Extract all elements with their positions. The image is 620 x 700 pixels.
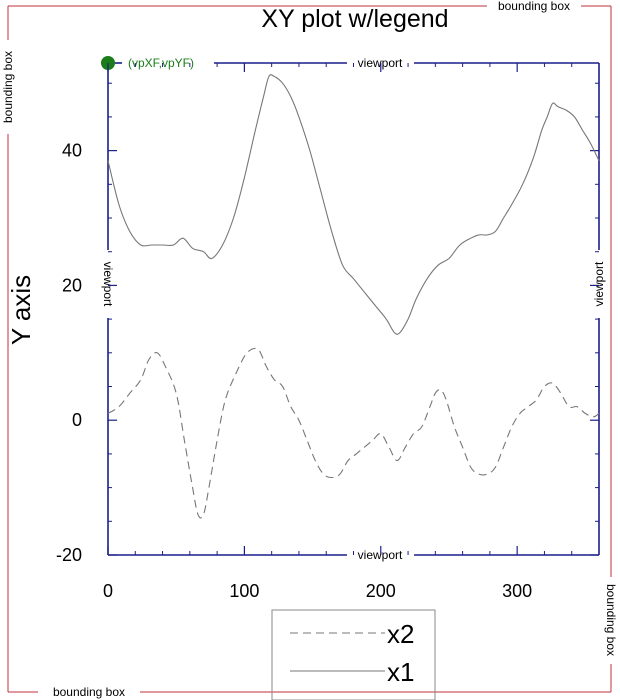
y-tick-label: -20	[56, 545, 82, 565]
bounding-box-label-right: bounding box	[604, 584, 618, 656]
viewport-corner-label: (vpXF,vpYF)	[128, 56, 194, 70]
x-tick-label: 0	[103, 581, 113, 601]
legend-box	[271, 609, 436, 700]
bounding-box-label-bottom: bounding box	[53, 685, 125, 699]
series-line-x1	[107, 74, 600, 335]
bounding-box-label-left: bounding box	[1, 51, 15, 123]
y-tick-label: 40	[62, 141, 82, 161]
viewport-frame	[107, 62, 600, 556]
x-tick-label: 200	[366, 581, 396, 601]
axis-ticks	[107, 63, 599, 556]
y-tick-label: 20	[62, 275, 82, 295]
legend-label-x1: x1	[387, 657, 414, 687]
bounding-box-label-top: bounding box	[498, 0, 570, 13]
axis-tick-labels: 0 100 200 300 -20 0 20 40	[56, 141, 532, 601]
y-axis-label: Y axis	[6, 275, 36, 345]
viewport-label-left: viewport	[101, 262, 115, 307]
viewport-label-right: viewport	[592, 261, 606, 306]
series-line-x2	[107, 347, 600, 519]
bounding-box-frame	[7, 5, 612, 693]
x-tick-label: 300	[502, 581, 532, 601]
chart-title: XY plot w/legend	[261, 5, 448, 33]
series-layer	[107, 74, 600, 519]
legend: x2 x1	[271, 609, 436, 700]
legend-label-x2: x2	[387, 619, 414, 649]
x-tick-label: 100	[229, 581, 259, 601]
y-tick-label: 0	[72, 410, 82, 430]
